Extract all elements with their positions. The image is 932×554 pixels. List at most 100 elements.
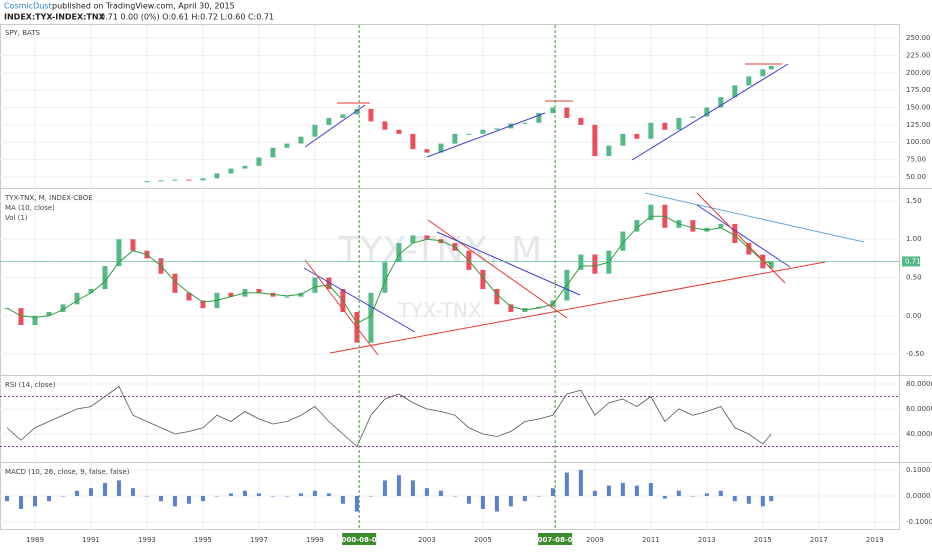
- candle: [368, 292, 374, 343]
- candle: [620, 133, 626, 146]
- candle: [424, 149, 430, 153]
- y-tick-label: 50.00: [906, 173, 926, 181]
- candle: [550, 107, 556, 114]
- macd-bar: [592, 490, 597, 496]
- candle: [410, 133, 416, 150]
- x-tick-label: 1989: [26, 536, 44, 544]
- macd-bar: [312, 490, 317, 496]
- macd-bar: [60, 495, 65, 497]
- candle: [536, 306, 542, 309]
- macd-bar: [4, 495, 9, 502]
- candle: [60, 304, 66, 312]
- candle: [200, 300, 206, 309]
- macd-bar: [704, 493, 709, 496]
- trend-line: [696, 192, 786, 284]
- macd-bar: [74, 490, 79, 496]
- candle: [326, 117, 332, 125]
- x-tick-label: 1995: [194, 536, 212, 544]
- pane-title: SPY, BATS: [5, 29, 41, 37]
- macd-bar: [620, 482, 625, 496]
- published: published on TradingView.com, April 30, …: [52, 2, 235, 11]
- y-tick-label: 200.00: [906, 69, 931, 77]
- trend-line: [427, 219, 568, 319]
- pane-title: TYX-TNX, M, INDEX-CBOE: [4, 194, 93, 202]
- candle: [102, 266, 108, 290]
- macd-bar: [396, 475, 401, 496]
- x-tick-label: 1993: [138, 536, 156, 544]
- y-tick-label: 1.50: [906, 197, 922, 205]
- macd-bar: [760, 495, 765, 507]
- candle: [298, 136, 304, 144]
- macd-bar: [662, 495, 667, 499]
- macd-bar: [676, 490, 681, 496]
- pane-title: MACD (10, 26, close, 9, false, false): [5, 468, 130, 476]
- candle: [382, 121, 388, 130]
- candle: [768, 65, 774, 70]
- candle: [662, 122, 668, 130]
- candle: [312, 124, 318, 137]
- candle: [732, 85, 738, 98]
- candle: [592, 124, 598, 157]
- macd-bar: [732, 495, 737, 502]
- candle: [718, 97, 724, 108]
- macd-bar: [410, 480, 415, 496]
- macd-bar: [88, 488, 93, 496]
- pane-title: RSI (14, close): [5, 381, 56, 389]
- candle: [88, 289, 94, 293]
- x-tick-label: 2009: [586, 536, 604, 544]
- macd-bar: [228, 493, 233, 496]
- macd-bar: [256, 493, 261, 496]
- macd-bar: [690, 495, 695, 497]
- candle: [228, 168, 234, 174]
- y-tick-label: 0.50: [906, 274, 922, 282]
- macd-bar: [368, 495, 373, 497]
- macd-bar: [648, 482, 653, 496]
- candle: [214, 173, 220, 179]
- y-tick-label: 0.00: [906, 312, 922, 320]
- candle: [354, 108, 360, 115]
- candle: [508, 304, 514, 312]
- macd-bar: [480, 495, 485, 509]
- watermark: TYX-TNX: [397, 299, 482, 323]
- macd-bar: [102, 482, 107, 496]
- candle: [704, 107, 710, 117]
- grid: TYX-TNX, M TYX-TNX: [0, 25, 900, 530]
- macd-bar: [536, 495, 541, 497]
- frame: [0, 24, 900, 530]
- candle: [326, 277, 332, 290]
- macd-bar: [130, 488, 135, 496]
- x-tick-label: 1991: [82, 536, 100, 544]
- candle: [466, 133, 472, 135]
- candle: [368, 108, 374, 122]
- ma-line: [6, 215, 772, 325]
- trend-line: [304, 259, 379, 356]
- candle: [578, 254, 584, 270]
- candle: [144, 181, 150, 183]
- macd-bar: [746, 495, 751, 504]
- y-tick-label: 40.0000: [906, 430, 932, 438]
- author[interactable]: CosmicDust: [4, 2, 52, 11]
- candle: [18, 308, 24, 325]
- macd-bar: [326, 493, 331, 496]
- candle: [536, 113, 542, 123]
- macd-bar: [32, 495, 37, 507]
- y-tick-label: 175.00: [906, 86, 931, 94]
- candle: [256, 289, 262, 293]
- candle: [452, 133, 458, 144]
- macd-bar: [466, 495, 471, 504]
- y-tick-label: 80.0000: [906, 380, 932, 388]
- macd-bar: [158, 495, 163, 502]
- candle: [768, 261, 774, 269]
- macd-bar: [298, 493, 303, 496]
- y-tick-label: 100.00: [906, 138, 931, 146]
- candle: [130, 239, 136, 251]
- legend-entry: Vol (1): [5, 214, 28, 222]
- candle: [424, 235, 430, 240]
- candle: [172, 273, 178, 293]
- candle: [634, 133, 640, 139]
- trend-line: [329, 261, 826, 354]
- candle: [284, 143, 290, 148]
- macd-bar: [718, 490, 723, 496]
- candle: [480, 269, 486, 290]
- x-tick-label: 2007-08-01: [533, 536, 578, 544]
